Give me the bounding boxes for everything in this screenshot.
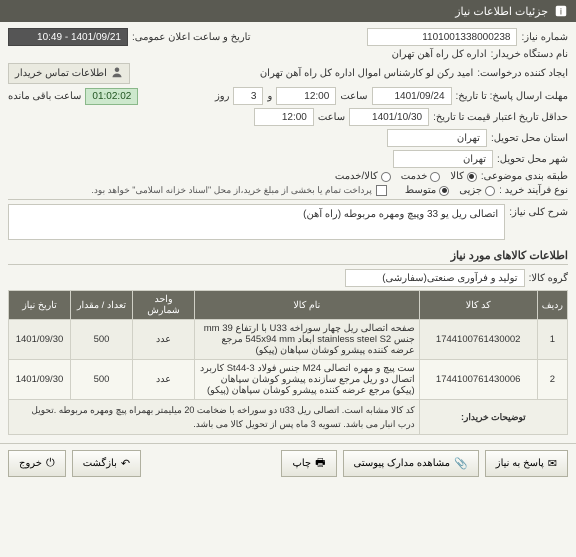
value-requester: امید رکن لو کارشناس اموال اداره کل راه آ…	[260, 68, 473, 79]
table-cell: عدد	[133, 320, 195, 360]
table-col-header: نام کالا	[195, 291, 420, 320]
table-body: 11744100761430002صفحه اتصالی ریل چهار سو…	[9, 320, 568, 435]
label-summary: شرح کلی نیاز:	[509, 204, 568, 218]
print-button[interactable]: 🖶 چاپ	[281, 450, 336, 477]
goods-section-title: اطلاعات کالاهای مورد نیاز	[0, 245, 576, 264]
table-cell: 1401/09/30	[9, 320, 71, 360]
table-col-header: تاریخ نیاز	[9, 291, 71, 320]
back-icon: ↶	[121, 457, 130, 470]
value-announce: 1401/09/21 - 10:49	[8, 28, 128, 46]
table-cell: صفحه اتصالی ریل چهار سوراخه U33 با ارتفا…	[195, 320, 420, 360]
label-goods-group: گروه کالا:	[529, 273, 568, 284]
table-cell: ست پیچ و مهره اتصالی M24 جنس فولاد St44-…	[195, 360, 420, 400]
value-deadline-date: 1401/09/24	[372, 87, 452, 105]
label-and: و	[267, 91, 272, 102]
value-deadline-time: 12:00	[276, 87, 336, 105]
label-delivery-prov: استان محل تحویل:	[491, 133, 568, 144]
radio-kala[interactable]: کالا	[450, 171, 477, 182]
label-category: طبقه بندی موضوعی:	[481, 171, 568, 182]
label-treasury-note: پرداخت تمام یا بخشی از مبلغ خرید،از محل …	[91, 185, 371, 196]
table-col-header: تعداد / مقدار	[71, 291, 133, 320]
value-delivery-city: تهران	[393, 150, 493, 168]
footer-toolbar: ✉ پاسخ به نیاز 📎 مشاهده مدارک پیوستی 🖶 چ…	[0, 443, 576, 483]
table-header-row: ردیفکد کالانام کالاواحد شمارشتعداد / مقد…	[9, 291, 568, 320]
value-delivery-prov: تهران	[387, 129, 487, 147]
category-radio-group: کالا خدمت کالا/خدمت	[335, 171, 477, 182]
table-cell: 1744100761430002	[419, 320, 537, 360]
print-icon: 🖶	[315, 454, 325, 473]
table-col-header: کد کالا	[419, 291, 537, 320]
exit-button[interactable]: ⏻ خروج	[8, 450, 66, 477]
value-need-no: 1101001338000238	[367, 28, 517, 46]
view-docs-button[interactable]: 📎 مشاهده مدارک پیوستی	[343, 450, 479, 477]
label-time-2: ساعت	[318, 112, 345, 123]
attachment-icon: 📎	[454, 457, 468, 470]
label-deadline: مهلت ارسال پاسخ: تا تاریخ:	[456, 91, 568, 102]
value-goods-group: تولید و فرآوری صنعتی(سفارشی)	[345, 269, 525, 287]
goods-table: ردیفکد کالانام کالاواحد شمارشتعداد / مقد…	[8, 290, 568, 435]
table-cell: 1744100761430006	[419, 360, 537, 400]
window-header: i جزئیات اطلاعات نیاز	[0, 0, 576, 22]
table-col-header: ردیف	[537, 291, 567, 320]
back-button[interactable]: ↶ بازگشت	[72, 450, 141, 477]
table-cell: عدد	[133, 360, 195, 400]
label-validity: حداقل تاریخ اعتبار قیمت تا تاریخ:	[433, 112, 568, 123]
contact-label: اطلاعات تماس خریدار	[15, 68, 107, 79]
radio-motavasset[interactable]: متوسط	[405, 185, 449, 196]
label-announce: تاریخ و ساعت اعلان عمومی:	[132, 32, 251, 43]
value-validity-date: 1401/10/30	[349, 108, 429, 126]
label-delivery-city: شهر محل تحویل:	[497, 154, 568, 165]
radio-jozee[interactable]: جزیی	[459, 185, 495, 196]
table-cell: 500	[71, 360, 133, 400]
svg-text:i: i	[560, 7, 562, 18]
person-icon	[111, 66, 123, 81]
label-time-1: ساعت	[340, 91, 367, 102]
table-cell: 500	[71, 320, 133, 360]
notes-value-cell: کد کالا مشابه است. اتصالی ریل u33 دو سور…	[9, 400, 420, 435]
window-title: جزئیات اطلاعات نیاز	[455, 5, 548, 18]
contact-info-button[interactable]: اطلاعات تماس خریدار	[8, 63, 130, 84]
radio-khedmat[interactable]: خدمت	[401, 171, 441, 182]
table-col-header: واحد شمارش	[133, 291, 195, 320]
notes-label-cell: توضیحات خریدار:	[419, 400, 567, 435]
table-notes-row: توضیحات خریدار:کد کالا مشابه است. اتصالی…	[9, 400, 568, 435]
value-validity-time: 12:00	[254, 108, 314, 126]
label-buyer: نام دستگاه خریدار:	[491, 49, 568, 60]
exit-icon: ⏻	[46, 457, 55, 470]
label-buy-type: نوع فرآیند خرید :	[499, 185, 568, 196]
radio-dot-icon	[381, 172, 391, 182]
table-cell: 1401/09/30	[9, 360, 71, 400]
label-days-unit: روز	[215, 91, 230, 102]
buy-type-radio-group: جزیی متوسط	[405, 185, 495, 196]
radio-dot-icon	[430, 172, 440, 182]
table-row[interactable]: 21744100761430006ست پیچ و مهره اتصالی M2…	[9, 360, 568, 400]
table-cell: 2	[537, 360, 567, 400]
value-summary: اتصالی ریل یو 33 وپیچ ومهره مربوطه (راه …	[8, 204, 505, 240]
radio-dot-icon	[439, 186, 449, 196]
label-need-no: شماره نیاز:	[521, 32, 568, 43]
info-icon: i	[554, 4, 568, 18]
table-row[interactable]: 11744100761430002صفحه اتصالی ریل چهار سو…	[9, 320, 568, 360]
table-cell: 1	[537, 320, 567, 360]
value-buyer: اداره کل راه آهن تهران	[392, 49, 487, 60]
reply-icon: ✉	[548, 457, 557, 470]
radio-kala-khedmat[interactable]: کالا/خدمت	[335, 171, 391, 182]
value-days: 3	[233, 87, 263, 105]
label-remaining: ساعت باقی مانده	[8, 91, 81, 102]
checkbox-treasury[interactable]	[376, 185, 387, 196]
radio-dot-icon	[485, 186, 495, 196]
label-requester: ایجاد کننده درخواست:	[477, 68, 568, 79]
radio-dot-icon	[467, 172, 477, 182]
value-remaining-time: 01:02:02	[85, 88, 138, 105]
reply-button[interactable]: ✉ پاسخ به نیاز	[485, 450, 568, 477]
form-area: شماره نیاز: 1101001338000238 تاریخ و ساع…	[0, 22, 576, 245]
